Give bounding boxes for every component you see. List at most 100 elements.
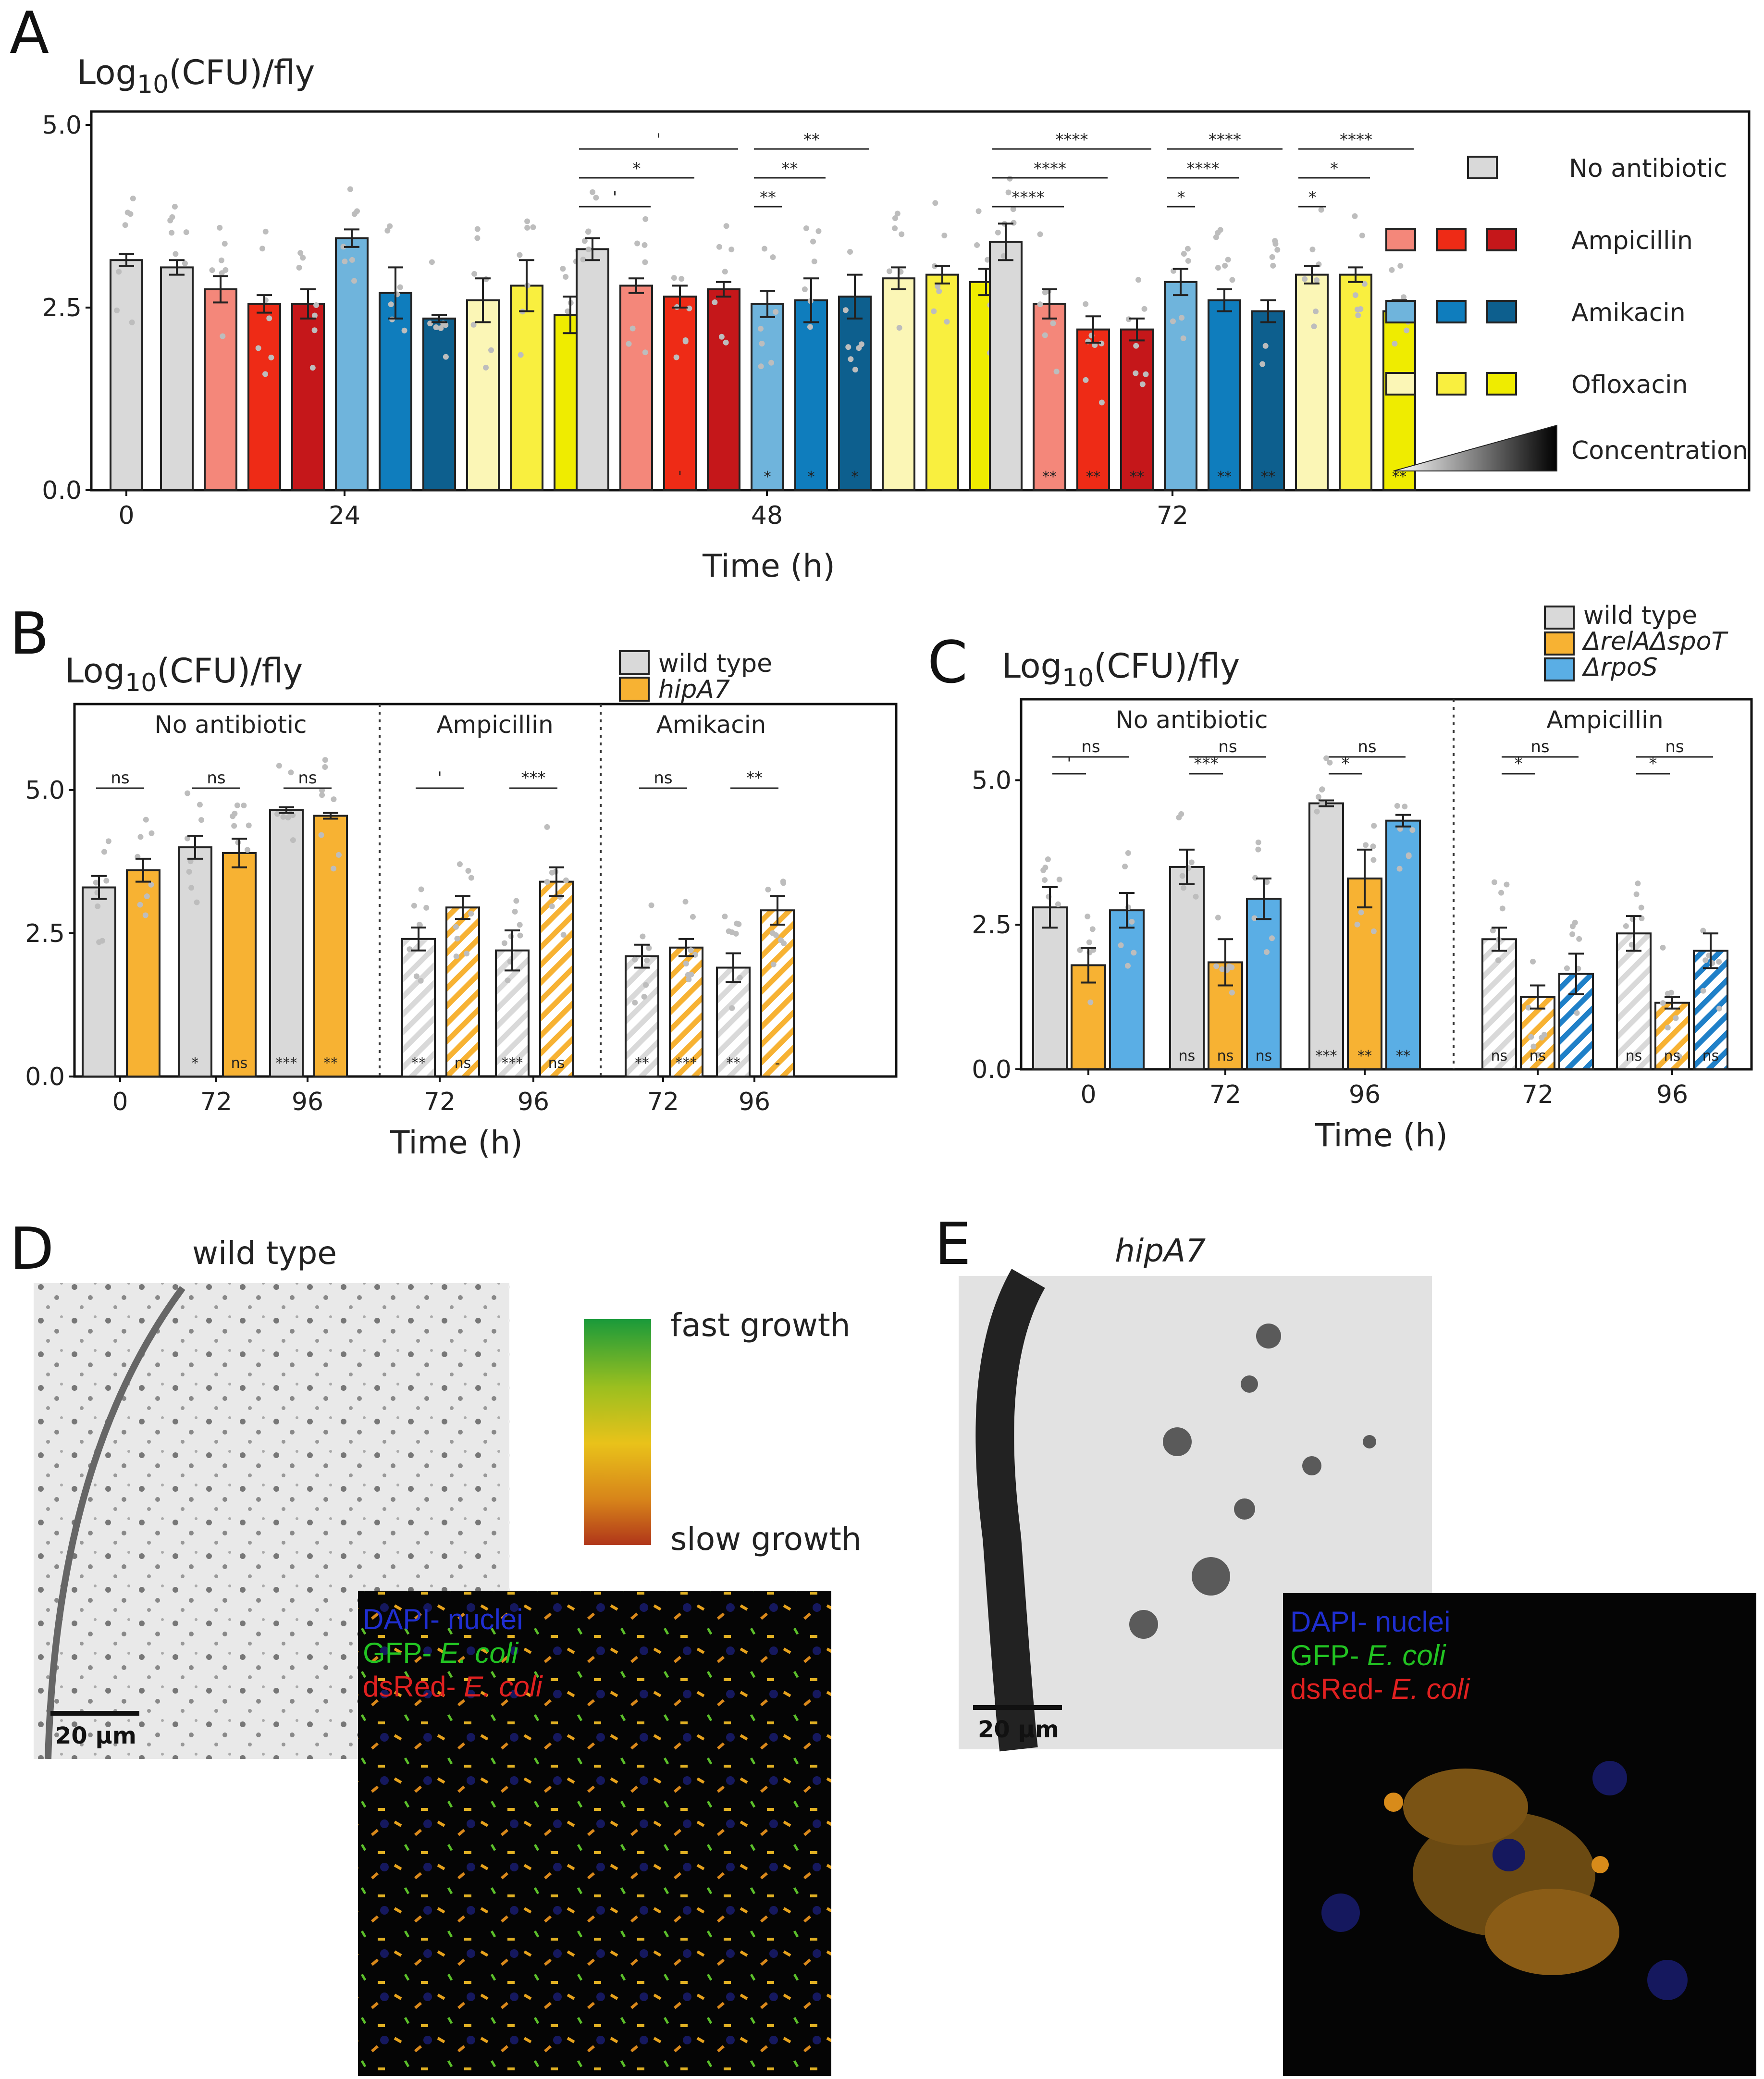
data-point — [1037, 231, 1043, 237]
bar-significance-label: ns — [1702, 1048, 1719, 1064]
data-point — [723, 223, 729, 229]
error-bar — [388, 266, 403, 320]
data-point — [1131, 950, 1137, 956]
data-point — [1259, 361, 1266, 367]
legend-label: wild type — [658, 649, 772, 678]
error-bar — [1665, 996, 1680, 1010]
scale-bar-label: 20 µm — [978, 1716, 1059, 1743]
data-point — [1363, 842, 1369, 848]
error-bar — [1119, 892, 1135, 929]
data-point — [122, 222, 128, 228]
data-point — [148, 881, 154, 888]
data-point — [642, 349, 648, 356]
data-point — [1355, 312, 1361, 319]
data-point — [712, 299, 718, 306]
error-bar — [760, 290, 775, 318]
concentration-wedge — [1393, 424, 1557, 471]
data-point — [1665, 1025, 1671, 1031]
bar-significance-label: * — [808, 469, 815, 485]
data-point — [471, 271, 478, 277]
data-point — [773, 309, 779, 315]
section-label: Amikacin — [656, 711, 766, 739]
data-point — [682, 337, 689, 344]
y-tick-label: 0.0 — [972, 1055, 1012, 1084]
data-point — [1229, 277, 1235, 283]
data-point — [1638, 904, 1644, 911]
data-point — [1083, 377, 1089, 383]
error-bar — [187, 835, 203, 860]
panel-e-title: hipA7 — [1115, 1232, 1206, 1269]
data-point — [1311, 323, 1317, 330]
bar-significance-label: ns — [231, 1055, 248, 1072]
data-point — [1491, 879, 1497, 885]
data-point — [560, 266, 566, 272]
data-point — [585, 229, 591, 235]
wild-type-fluorescence-image — [358, 1591, 831, 2076]
data-point — [1660, 944, 1666, 951]
data-point — [274, 811, 281, 817]
data-point — [811, 258, 817, 264]
data-point — [975, 208, 982, 214]
bar-significance-label: * — [851, 469, 859, 485]
bar-significance-label: ns — [1530, 1048, 1546, 1064]
data-point — [1262, 343, 1269, 349]
bar-significance-label: - — [775, 1055, 780, 1072]
data-point — [387, 223, 393, 229]
data-point — [513, 898, 519, 904]
data-point — [1313, 308, 1319, 314]
y-axis-title: Log10(CFU)/fly — [77, 53, 315, 99]
data-point — [96, 939, 102, 945]
bar — [619, 285, 653, 492]
data-point — [423, 904, 430, 911]
error-bar — [505, 929, 520, 972]
legend-swatch — [1436, 300, 1467, 323]
error-bar — [634, 943, 650, 969]
error-bar — [1348, 266, 1363, 283]
bar — [126, 869, 160, 1078]
bar — [1246, 898, 1282, 1070]
scale-bar — [973, 1705, 1062, 1710]
bar — [882, 277, 915, 491]
legend-label: Ampicillin — [1571, 226, 1693, 255]
error-bar — [257, 294, 272, 314]
data-point — [183, 229, 189, 235]
data-point — [1125, 850, 1131, 856]
x-tick-label: 0 — [1080, 1080, 1096, 1109]
error-bar — [770, 895, 785, 926]
data-point — [186, 869, 192, 875]
error-bar — [213, 275, 228, 304]
data-point — [335, 852, 342, 858]
data-point — [1185, 258, 1191, 264]
bar — [82, 886, 116, 1077]
aggregates — [1129, 1324, 1376, 1639]
data-point — [290, 837, 296, 843]
data-point — [209, 267, 215, 273]
data-point — [678, 276, 685, 282]
data-point — [1389, 267, 1395, 273]
data-point — [560, 932, 567, 938]
data-point — [770, 254, 776, 260]
y-axis-title: Log10(CFU)/fly — [65, 651, 303, 697]
data-point — [886, 268, 892, 274]
significance-label: ** — [760, 188, 776, 207]
y-tick-label: 2.5 — [42, 294, 82, 322]
data-point — [331, 866, 337, 872]
legend-label: wild type — [1583, 601, 1697, 630]
data-point — [728, 247, 735, 253]
error-bar — [629, 277, 644, 294]
data-point — [1215, 265, 1221, 271]
legend-swatch — [1544, 606, 1575, 630]
data-point — [1318, 207, 1324, 213]
bar — [269, 809, 304, 1077]
data-point — [517, 252, 523, 258]
bar — [1382, 310, 1416, 491]
data-point — [1359, 233, 1365, 239]
data-point — [642, 259, 648, 265]
panel-e: E hipA7 20 µm DAPI- nuclei GFP- E. coli … — [935, 1211, 1756, 2076]
data-point — [1098, 399, 1105, 406]
channel-label-dapi: DAPI- nuclei — [1290, 1606, 1450, 1638]
data-point — [468, 911, 474, 917]
error-bar — [1173, 268, 1188, 297]
legend-label: ΔrpoS — [1581, 653, 1658, 682]
bar — [1076, 328, 1110, 491]
